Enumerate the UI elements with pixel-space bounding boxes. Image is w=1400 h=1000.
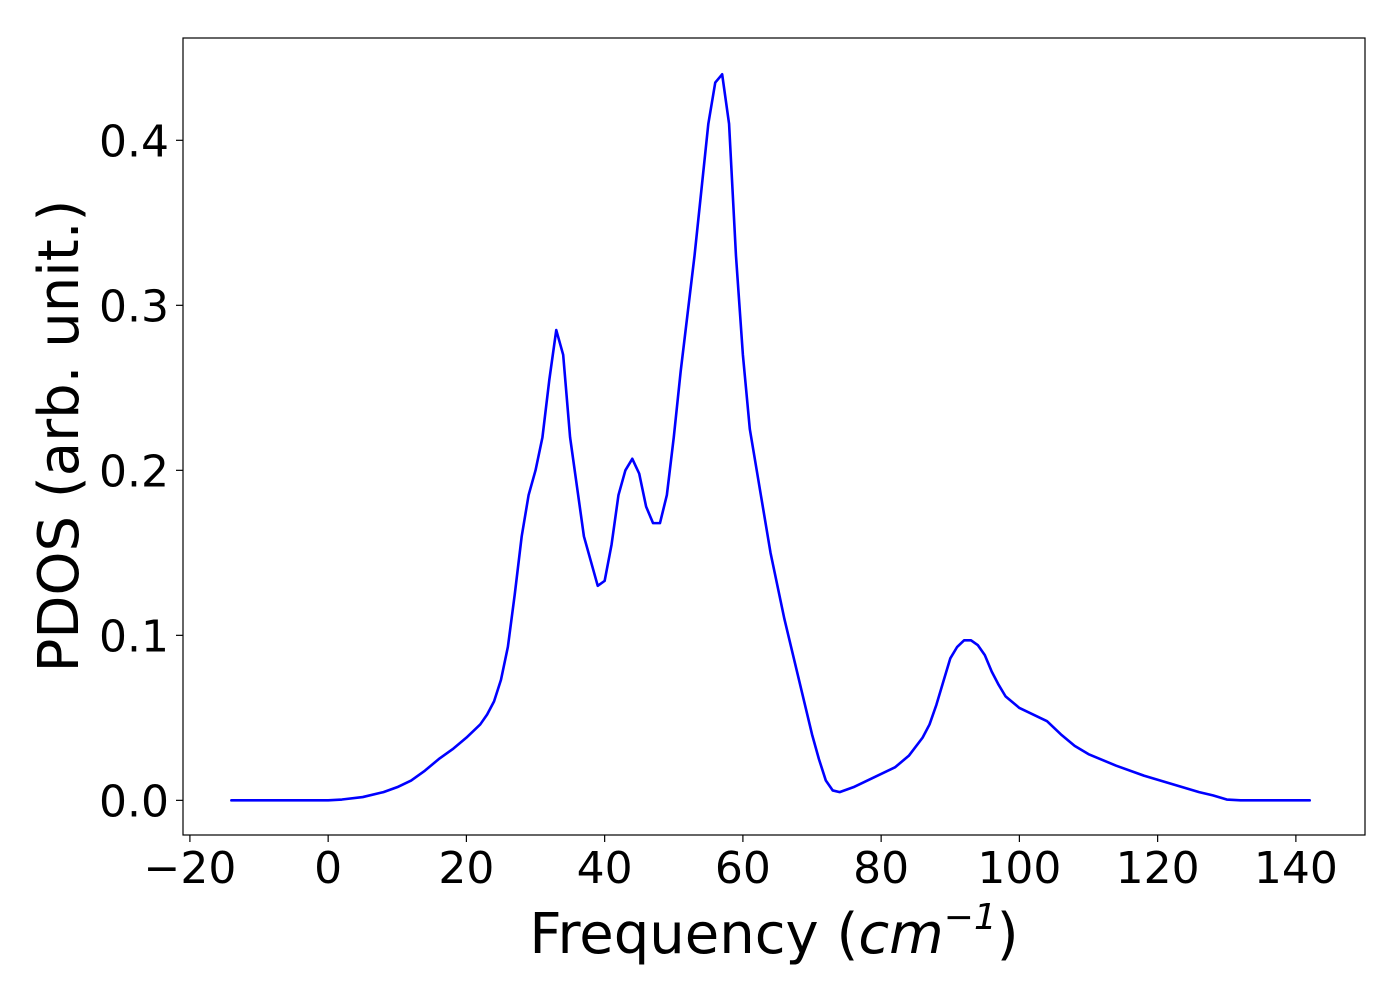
y-axis: 0.0 0.1 0.2 0.3 0.4 [99, 116, 183, 827]
y-tick-label: 0.2 [99, 446, 169, 497]
x-axis-label: Frequency (cm−1) [529, 897, 1018, 967]
plot-frame [182, 37, 1366, 836]
x-tick-label: 120 [1116, 843, 1200, 894]
x-tick-label: 0 [314, 843, 342, 894]
y-tick-label: 0.0 [99, 776, 169, 827]
x-tick-label: 40 [577, 843, 633, 894]
y-tick-label: 0.3 [99, 281, 169, 332]
x-tick-label: 20 [438, 843, 494, 894]
x-tick-label: 80 [853, 843, 909, 894]
y-tick-label: 0.4 [99, 116, 169, 167]
x-tick-label: 100 [977, 843, 1061, 894]
x-tick-label: 60 [715, 843, 771, 894]
plot-area [230, 73, 1311, 802]
y-axis-label: PDOS (arb. unit.) [27, 200, 92, 673]
x-tick-label: 140 [1254, 843, 1338, 894]
pdos-series-line [230, 73, 1311, 802]
x-tick-label: −20 [143, 843, 236, 894]
x-axis: −20 0 20 40 60 80 100 120 140 [143, 835, 1338, 894]
y-tick-label: 0.1 [99, 611, 169, 662]
